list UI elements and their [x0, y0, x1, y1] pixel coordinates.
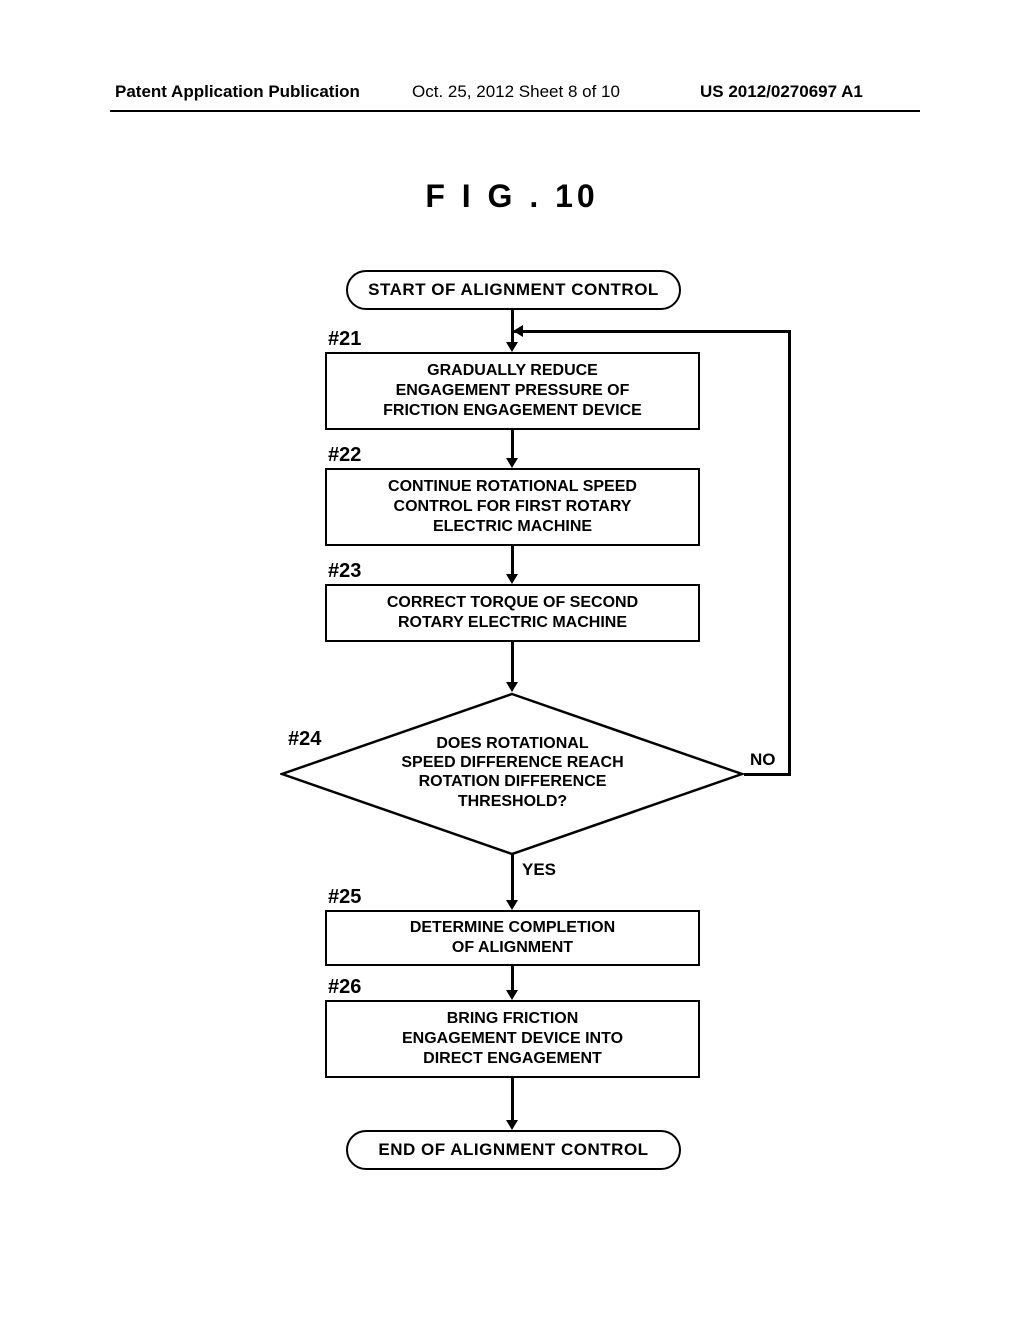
end-terminator: END OF ALIGNMENT CONTROL	[346, 1130, 681, 1170]
arrowhead-d24-n25	[506, 900, 518, 910]
start-terminator: START OF ALIGNMENT CONTROL	[346, 270, 681, 310]
process-22: CONTINUE ROTATIONAL SPEED CONTROL FOR FI…	[325, 468, 700, 546]
header-docnum: US 2012/0270697 A1	[700, 82, 863, 102]
process-26-text: BRING FRICTION ENGAGEMENT DEVICE INTO DI…	[402, 1009, 623, 1069]
no-up	[788, 330, 791, 776]
process-25: DETERMINE COMPLETION OF ALIGNMENT	[325, 910, 700, 966]
start-text: START OF ALIGNMENT CONTROL	[368, 280, 659, 300]
step-label-22: #22	[328, 444, 361, 467]
step-label-25: #25	[328, 886, 361, 909]
no-right	[744, 773, 790, 776]
arrowhead-n25-n26	[506, 990, 518, 1000]
process-25-text: DETERMINE COMPLETION OF ALIGNMENT	[410, 918, 615, 958]
process-26: BRING FRICTION ENGAGEMENT DEVICE INTO DI…	[325, 1000, 700, 1078]
header-date-sheet: Oct. 25, 2012 Sheet 8 of 10	[412, 82, 620, 102]
step-label-21: #21	[328, 328, 361, 351]
yes-label: YES	[522, 860, 556, 880]
decision-24-text: DOES ROTATIONAL SPEED DIFFERENCE REACH R…	[365, 734, 660, 811]
page-header: Patent Application Publication Oct. 25, …	[0, 82, 1024, 112]
arrowhead-n26-end	[506, 1120, 518, 1130]
end-text: END OF ALIGNMENT CONTROL	[378, 1140, 648, 1160]
no-left	[512, 330, 790, 333]
flowchart: START OF ALIGNMENT CONTROL #21 GRADUALLY…	[250, 270, 830, 1220]
process-22-text: CONTINUE ROTATIONAL SPEED CONTROL FOR FI…	[388, 477, 637, 537]
arrowhead-n23-d24	[506, 682, 518, 692]
step-label-26: #26	[328, 976, 361, 999]
figure-title: F I G . 10	[0, 178, 1024, 215]
arrowhead-n21-n22	[506, 458, 518, 468]
header-publication: Patent Application Publication	[115, 82, 360, 102]
arrowhead-start-n21	[506, 342, 518, 352]
arrowhead-n22-n23	[506, 574, 518, 584]
process-23: CORRECT TORQUE OF SECOND ROTARY ELECTRIC…	[325, 584, 700, 642]
process-21: GRADUALLY REDUCE ENGAGEMENT PRESSURE OF …	[325, 352, 700, 430]
step-label-23: #23	[328, 560, 361, 583]
arrowhead-no-merge	[513, 325, 523, 337]
no-label: NO	[750, 750, 776, 770]
header-rule	[110, 110, 920, 112]
process-23-text: CORRECT TORQUE OF SECOND ROTARY ELECTRIC…	[387, 593, 638, 633]
decision-24-inner: DOES ROTATIONAL SPEED DIFFERENCE REACH R…	[401, 735, 623, 810]
process-21-text: GRADUALLY REDUCE ENGAGEMENT PRESSURE OF …	[383, 361, 642, 421]
